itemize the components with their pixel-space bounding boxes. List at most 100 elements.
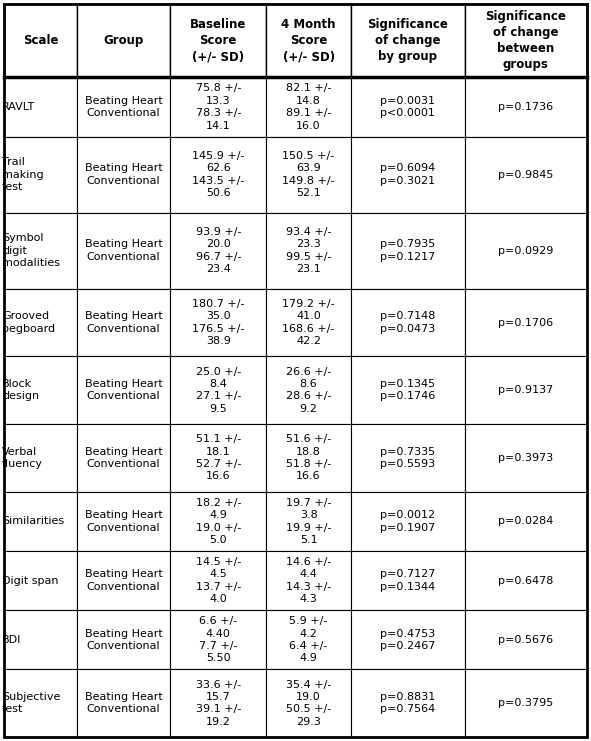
Text: 4 Month
Score
(+/- SD): 4 Month Score (+/- SD) [281, 18, 336, 63]
Text: 180.7 +/-
35.0
176.5 +/-
38.9: 180.7 +/- 35.0 176.5 +/- 38.9 [192, 299, 245, 346]
Text: 51.1 +/-
18.1
52.7 +/-
16.6: 51.1 +/- 18.1 52.7 +/- 16.6 [196, 434, 241, 482]
Bar [465, 213, 587, 289]
Text: Grooved
pegboard: Grooved pegboard [2, 311, 55, 333]
Bar [170, 289, 267, 356]
Text: p=0.9845: p=0.9845 [498, 170, 554, 179]
Bar [4, 356, 77, 424]
Bar [77, 669, 170, 737]
Bar [465, 356, 587, 424]
Text: p=0.1345
p=0.1746: p=0.1345 p=0.1746 [380, 379, 436, 402]
Text: 35.4 +/-
19.0
50.5 +/-
29.3: 35.4 +/- 19.0 50.5 +/- 29.3 [286, 679, 332, 727]
Text: Subjective
test: Subjective test [2, 692, 60, 714]
Text: BDI: BDI [2, 635, 21, 645]
Bar [77, 136, 170, 213]
Bar [267, 492, 351, 551]
Bar [77, 356, 170, 424]
Text: Baseline
Score
(+/- SD): Baseline Score (+/- SD) [190, 18, 246, 63]
Bar [351, 424, 465, 492]
Bar [267, 424, 351, 492]
Text: p=0.7335
p=0.5593: p=0.7335 p=0.5593 [380, 447, 436, 469]
Text: p=0.6094
p=0.3021: p=0.6094 p=0.3021 [380, 163, 436, 186]
Bar [77, 551, 170, 610]
Text: 5.9 +/-
4.2
6.4 +/-
4.9: 5.9 +/- 4.2 6.4 +/- 4.9 [290, 616, 328, 663]
Bar [77, 424, 170, 492]
Bar [77, 289, 170, 356]
Text: 33.6 +/-
15.7
39.1 +/-
19.2: 33.6 +/- 15.7 39.1 +/- 19.2 [196, 679, 241, 727]
Text: Significance
of change
between
groups: Significance of change between groups [485, 10, 566, 71]
Bar [4, 77, 77, 136]
Text: p=0.7148
p=0.0473: p=0.7148 p=0.0473 [380, 311, 436, 333]
Bar [465, 424, 587, 492]
Text: p=0.3795: p=0.3795 [498, 698, 553, 708]
Text: p=0.1736: p=0.1736 [498, 102, 553, 112]
Bar [267, 136, 351, 213]
Text: Digit span: Digit span [2, 576, 59, 585]
Text: 93.9 +/-
20.0
96.7 +/-
23.4: 93.9 +/- 20.0 96.7 +/- 23.4 [196, 227, 241, 274]
Text: Similarities: Similarities [2, 516, 64, 526]
Text: p=0.5676: p=0.5676 [498, 635, 553, 645]
Text: 6.6 +/-
4.40
7.7 +/-
5.50: 6.6 +/- 4.40 7.7 +/- 5.50 [199, 616, 238, 663]
Bar [267, 356, 351, 424]
Text: Block
design: Block design [2, 379, 39, 402]
Bar [170, 77, 267, 136]
Bar [4, 213, 77, 289]
Bar [77, 213, 170, 289]
Bar [170, 213, 267, 289]
Text: 82.1 +/-
14.8
89.1 +/-
16.0: 82.1 +/- 14.8 89.1 +/- 16.0 [286, 83, 332, 130]
Bar [465, 77, 587, 136]
Bar [267, 289, 351, 356]
Text: 25.0 +/-
8.4
27.1 +/-
9.5: 25.0 +/- 8.4 27.1 +/- 9.5 [196, 367, 241, 413]
Text: Beating Heart
Conventional: Beating Heart Conventional [85, 239, 163, 262]
Bar [351, 356, 465, 424]
Bar [351, 213, 465, 289]
Text: Beating Heart
Conventional: Beating Heart Conventional [85, 569, 163, 592]
Bar [77, 610, 170, 669]
Text: 179.2 +/-
41.0
168.6 +/-
42.2: 179.2 +/- 41.0 168.6 +/- 42.2 [282, 299, 335, 346]
Text: p=0.1706: p=0.1706 [498, 318, 553, 328]
Bar [351, 136, 465, 213]
Bar [170, 551, 267, 610]
Text: 51.6 +/-
18.8
51.8 +/-
16.6: 51.6 +/- 18.8 51.8 +/- 16.6 [286, 434, 332, 482]
Bar [4, 551, 77, 610]
Bar [465, 4, 587, 77]
Bar [170, 136, 267, 213]
Bar [267, 77, 351, 136]
Text: Beating Heart
Conventional: Beating Heart Conventional [85, 96, 163, 118]
Bar [267, 4, 351, 77]
Bar [170, 610, 267, 669]
Bar [351, 77, 465, 136]
Text: Scale: Scale [22, 34, 58, 47]
Text: 93.4 +/-
23.3
99.5 +/-
23.1: 93.4 +/- 23.3 99.5 +/- 23.1 [286, 227, 332, 274]
Text: p=0.0012
p=0.1907: p=0.0012 p=0.1907 [380, 510, 436, 533]
Text: Beating Heart
Conventional: Beating Heart Conventional [85, 692, 163, 714]
Bar [267, 669, 351, 737]
Bar [351, 669, 465, 737]
Text: 18.2 +/-
4.9
19.0 +/-
5.0: 18.2 +/- 4.9 19.0 +/- 5.0 [196, 498, 241, 545]
Text: 14.6 +/-
4.4
14.3 +/-
4.3: 14.6 +/- 4.4 14.3 +/- 4.3 [286, 557, 332, 604]
Text: Symbol
digit
modalities: Symbol digit modalities [2, 233, 60, 268]
Text: Trail
making
test: Trail making test [2, 157, 44, 192]
Bar [77, 492, 170, 551]
Bar [465, 492, 587, 551]
Text: p=0.7935
p=0.1217: p=0.7935 p=0.1217 [380, 239, 436, 262]
Text: Beating Heart
Conventional: Beating Heart Conventional [85, 447, 163, 469]
Text: Beating Heart
Conventional: Beating Heart Conventional [85, 628, 163, 651]
Bar [4, 136, 77, 213]
Bar [170, 4, 267, 77]
Text: Beating Heart
Conventional: Beating Heart Conventional [85, 311, 163, 333]
Bar [267, 213, 351, 289]
Text: p=0.6478: p=0.6478 [498, 576, 554, 585]
Text: Beating Heart
Conventional: Beating Heart Conventional [85, 510, 163, 533]
Text: Beating Heart
Conventional: Beating Heart Conventional [85, 379, 163, 402]
Bar [351, 492, 465, 551]
Bar [267, 551, 351, 610]
Bar [465, 551, 587, 610]
Bar [465, 610, 587, 669]
Text: 14.5 +/-
4.5
13.7 +/-
4.0: 14.5 +/- 4.5 13.7 +/- 4.0 [196, 557, 241, 604]
Bar [77, 4, 170, 77]
Text: 26.6 +/-
8.6
28.6 +/-
9.2: 26.6 +/- 8.6 28.6 +/- 9.2 [286, 367, 332, 413]
Bar [267, 610, 351, 669]
Text: 19.7 +/-
3.8
19.9 +/-
5.1: 19.7 +/- 3.8 19.9 +/- 5.1 [286, 498, 332, 545]
Bar [351, 4, 465, 77]
Text: p=0.0929: p=0.0929 [498, 246, 554, 256]
